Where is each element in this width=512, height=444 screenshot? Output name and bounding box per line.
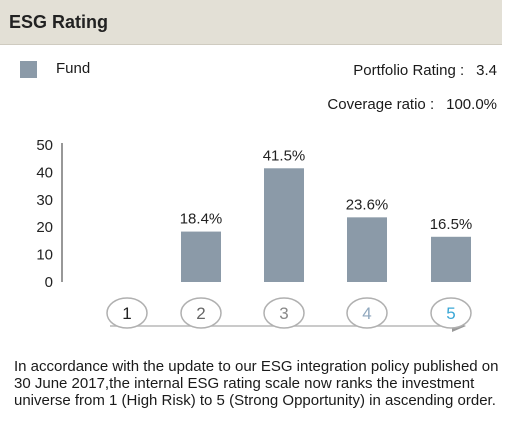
esg-rating-chart: 0 10 20 30 40 50 18.4% 41.5% 23.6% 16.5% 1 2 3 4 5: [36, 137, 473, 332]
y-tick-label: 0: [45, 274, 53, 291]
coverage-ratio-value: 100.0%: [446, 96, 497, 113]
portfolio-rating-label: Portfolio Rating :: [353, 62, 465, 79]
y-tick-label: 50: [36, 137, 53, 154]
bar: [431, 236, 471, 282]
data-label: 18.4%: [180, 211, 223, 228]
y-tick-label: 10: [36, 247, 53, 264]
category-label: 3: [279, 304, 288, 323]
category-label: 4: [362, 304, 371, 323]
y-tick-label: 40: [36, 164, 53, 181]
category-circle: [430, 297, 472, 329]
portfolio-rating-value: 3.4: [476, 62, 497, 79]
data-label: 23.6%: [346, 196, 389, 213]
coverage-ratio-label: Coverage ratio :: [327, 96, 435, 113]
portfolio-rating: Portfolio Rating : 3.4: [353, 62, 497, 79]
bar: [181, 231, 221, 282]
legend-swatch-fund: [20, 61, 37, 78]
data-label: 41.5%: [263, 147, 306, 164]
category-label: 1: [122, 304, 131, 323]
panel-header: ESG Rating: [0, 0, 502, 45]
y-tick-label: 20: [36, 219, 53, 236]
legend-label-fund: Fund: [56, 60, 91, 77]
category-label: 2: [196, 304, 205, 323]
category-label: 5: [446, 304, 455, 323]
category-circle: [346, 297, 388, 329]
bar: [264, 168, 304, 282]
category-circle: [180, 297, 222, 329]
y-tick-label: 30: [36, 192, 53, 209]
bar: [347, 217, 387, 282]
panel-title: ESG Rating: [9, 12, 109, 32]
coverage-ratio: Coverage ratio : 100.0%: [327, 96, 497, 113]
footnote: In accordance with the update to our ESG…: [14, 358, 499, 409]
category-circle: [106, 297, 148, 329]
category-circle: [263, 297, 305, 329]
data-label: 16.5%: [430, 216, 473, 233]
